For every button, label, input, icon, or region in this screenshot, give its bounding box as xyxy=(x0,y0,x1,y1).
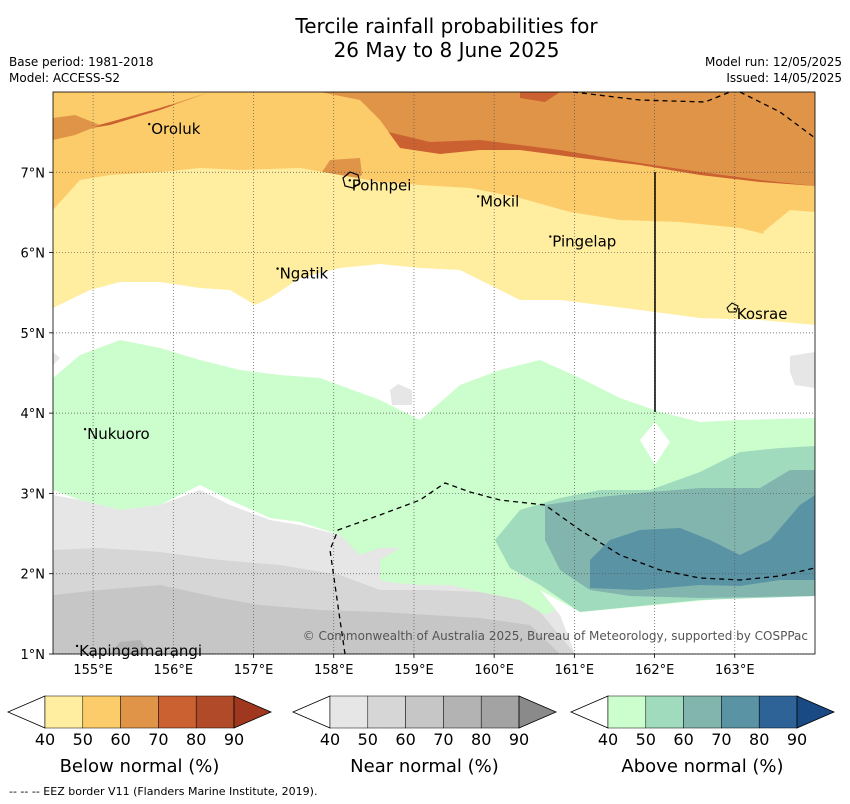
lon-tick-label: 162°E xyxy=(635,663,675,678)
below-40-region xyxy=(53,168,815,325)
legend-swatch xyxy=(367,695,406,729)
probability-field xyxy=(53,92,815,654)
legend-swatch xyxy=(329,695,369,729)
place-label: Ngatik xyxy=(280,265,329,283)
legend-tick-label: 80 xyxy=(471,730,491,749)
issued-date: Issued: 14/05/2025 xyxy=(726,71,842,85)
meta-right: Model run: 12/05/2025 Issued: 14/05/2025 xyxy=(705,54,842,86)
title-line-2: 26 May to 8 June 2025 xyxy=(333,38,560,62)
lon-tick-label: 159°E xyxy=(394,663,434,678)
legend-tick-label: 70 xyxy=(433,730,453,749)
legend-tick-label: 40 xyxy=(35,730,55,749)
legend-swatch xyxy=(480,695,520,729)
place-label: Oroluk xyxy=(151,120,200,138)
legend-tick-label: 70 xyxy=(711,730,731,749)
place-label: Pohnpei xyxy=(352,176,412,194)
legend-swatch xyxy=(721,695,760,729)
place-marker xyxy=(733,307,736,310)
legend-tick-label: 40 xyxy=(320,730,340,749)
legend-swatch xyxy=(683,695,722,729)
place-marker xyxy=(83,428,87,431)
lat-tick-label: 2°N xyxy=(21,568,46,583)
legend-swatch xyxy=(443,695,482,729)
copyright-text: © Commonwealth of Australia 2025, Bureau… xyxy=(303,629,808,643)
place-marker xyxy=(75,644,79,648)
plot-frame xyxy=(52,91,816,655)
lon-tick-label: 161°E xyxy=(555,663,595,678)
lon-tick-label: 158°E xyxy=(314,663,354,678)
place-label: Mokil xyxy=(480,192,519,210)
meta-left: Base period: 1981-2018 Model: ACCESS-S2 xyxy=(9,54,154,86)
lon-tick-label: 155°E xyxy=(73,663,113,678)
lat-tick-label: 1°N xyxy=(21,648,46,663)
legend-tick-label: 50 xyxy=(358,730,378,749)
above-70-region xyxy=(590,495,815,590)
eez-border xyxy=(329,91,816,655)
place-label: Nukuoro xyxy=(87,425,150,443)
legend-swatch xyxy=(758,695,798,729)
legend-swatch xyxy=(158,695,197,729)
place-marker xyxy=(276,267,279,270)
footer-note: -- -- -- EEZ border V11 (Flanders Marine… xyxy=(9,785,318,798)
lon-tick-label: 163°E xyxy=(715,663,755,678)
title-line-1: Tercile rainfall probabilities for xyxy=(295,14,598,38)
legend-label: Near normal (%) xyxy=(350,756,499,777)
legend-tick-label: 40 xyxy=(598,730,618,749)
legend-tick-label: 50 xyxy=(636,730,656,749)
legend-tick-label: 90 xyxy=(787,730,807,749)
map-title: Tercile rainfall probabilities for 26 Ma… xyxy=(0,14,850,62)
pohnpei-island xyxy=(342,171,361,189)
place-labels: Oroluk Pohnpei Mokil Pingelap Ngatik Kosrae Nu… xyxy=(75,120,788,660)
legend-swatch xyxy=(44,695,84,729)
lat-tick-label: 3°N xyxy=(21,487,46,502)
kosrae-island xyxy=(726,302,739,313)
place-marker xyxy=(549,235,552,238)
legend-swatch xyxy=(405,695,444,729)
model-run: Model run: 12/05/2025 xyxy=(704,55,842,69)
place-marker xyxy=(148,122,151,126)
near-60-region xyxy=(53,585,560,654)
legend-label: Above normal (%) xyxy=(621,756,783,777)
base-period: Base period: 1981-2018 xyxy=(9,55,154,69)
axis-labels: 155°E 156°E 157°E 158°E 159°E 160°E 161°E 162°E… xyxy=(21,166,755,678)
legend-tick-label: 50 xyxy=(73,730,93,749)
legend-tick-label: 60 xyxy=(110,730,130,749)
lon-tick-label: 156°E xyxy=(154,663,194,678)
legend-tick-label: 70 xyxy=(148,730,168,749)
lon-tick-label: 157°E xyxy=(234,663,274,678)
lat-tick-label: 7°N xyxy=(21,166,46,181)
legend-swatch xyxy=(645,695,684,729)
lat-tick-label: 5°N xyxy=(21,327,46,342)
legend-tick-label: 90 xyxy=(224,730,244,749)
place-label: Kapingamarangi xyxy=(79,642,202,660)
place-marker xyxy=(476,195,480,198)
legend-tick-label: 60 xyxy=(395,730,415,749)
legend-tick-label: 90 xyxy=(509,730,529,749)
legend-tick-label: 80 xyxy=(749,730,769,749)
below-60-region xyxy=(53,92,815,186)
legend-swatch xyxy=(82,695,121,729)
legend-label: Below normal (%) xyxy=(60,756,220,777)
legend-2: 40 50 60 70 80 90 Near normal (%) xyxy=(291,695,558,777)
model-name: Model: ACCESS-S2 xyxy=(9,71,121,85)
place-label: Kosrae xyxy=(737,305,788,323)
place-label: Pingelap xyxy=(552,233,616,251)
lon-tick-label: 160°E xyxy=(474,663,514,678)
legend-swatch xyxy=(195,695,235,729)
legend-swatch xyxy=(607,695,647,729)
lat-tick-label: 4°N xyxy=(21,407,46,422)
place-marker xyxy=(348,179,351,182)
legend-tick-label: 60 xyxy=(673,730,693,749)
legend-swatch xyxy=(120,695,159,729)
legend-tick-label: 80 xyxy=(186,730,206,749)
lat-tick-label: 6°N xyxy=(21,247,46,262)
